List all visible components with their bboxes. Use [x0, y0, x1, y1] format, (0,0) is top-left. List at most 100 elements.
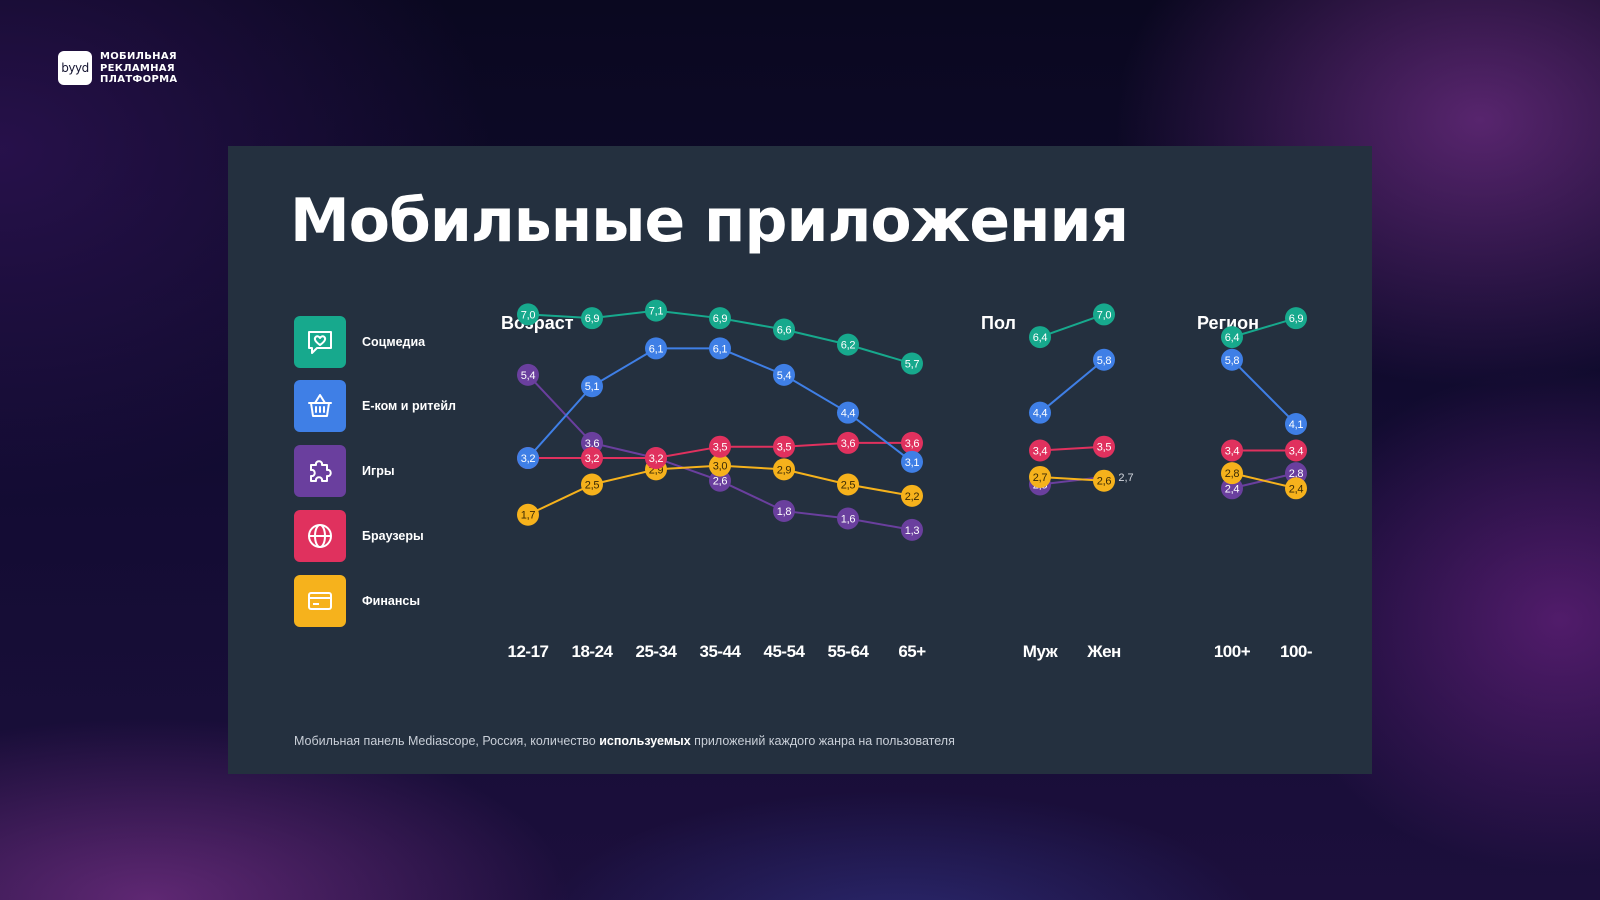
data-point-socmedia: [837, 333, 859, 356]
x-tick-label: 100+: [1214, 642, 1251, 661]
x-tick-label: 100-: [1280, 642, 1312, 661]
data-point-ecom: [1093, 348, 1115, 371]
footnote-text-end: приложений каждого жанра на пользователя: [690, 734, 955, 748]
data-point-finance: [709, 454, 731, 477]
x-tick-label: 35-44: [700, 642, 742, 661]
line-charts: 12-17 18-24 25-34 35-44 45-54 55-64 65+ 5,4 3,6 3…: [508, 299, 1313, 661]
byyd-logo-mark: byyd: [58, 51, 92, 86]
data-point-finance: [837, 473, 859, 496]
data-point-games: [517, 363, 539, 386]
data-label-finance: 2,7: [1033, 472, 1048, 484]
data-label-finance: 2,4: [1289, 483, 1304, 495]
data-label-browsers: 3,4: [1033, 445, 1048, 457]
data-label-socmedia: 6,9: [1289, 313, 1304, 325]
legend-label-games: Игры: [362, 464, 395, 478]
data-label-socmedia: 6,4: [1033, 332, 1048, 344]
data-point-games: [901, 518, 923, 541]
legend-item-finance: Финансы: [294, 575, 420, 627]
data-point-ecom: [773, 363, 795, 386]
data-label-ecom: 5,1: [585, 381, 600, 393]
legend-item-ecom: E-ком и ритейл: [294, 380, 456, 432]
data-label-finance: 3,0: [713, 461, 728, 473]
legend-item-games: Игры: [294, 445, 395, 497]
x-tick-label: Жен: [1086, 642, 1121, 661]
data-label-games: 1,3: [905, 525, 920, 537]
series-line-ecom: [1231, 359, 1297, 425]
brand-logo: byyd МОБИЛЬНАЯ РЕКЛАМНАЯ ПЛАТФОРМА: [58, 51, 177, 86]
section-title-region: Регион: [1197, 313, 1259, 333]
data-point-socmedia: [1093, 303, 1115, 326]
data-point-ecom: [709, 337, 731, 360]
data-label-socmedia: 6,9: [585, 313, 600, 325]
data-label-finance: 1,7: [521, 510, 536, 522]
data-label-games: 1,8: [777, 506, 792, 518]
slide-title: Мобильные приложения: [290, 186, 1129, 256]
data-label-ecom: 3,2: [521, 453, 536, 465]
brand-tagline: МОБИЛЬНАЯ РЕКЛАМНАЯ ПЛАТФОРМА: [100, 51, 177, 86]
data-label-finance: 2,5: [585, 480, 600, 492]
data-point-browsers: [1093, 435, 1115, 458]
data-point-finance: [1221, 462, 1243, 485]
data-label-finance: 2,5: [841, 480, 856, 492]
data-label-socmedia: 6,2: [841, 340, 856, 352]
data-label-finance: 2,8: [1225, 468, 1240, 480]
data-point-games: [581, 431, 603, 454]
data-point-ecom: [517, 447, 539, 470]
x-tick-label: 12-17: [508, 642, 549, 661]
data-point-socmedia: [1221, 326, 1243, 349]
brand-line-3: ПЛАТФОРМА: [100, 74, 178, 85]
data-label-socmedia: 7,0: [521, 309, 536, 321]
data-label-socmedia: 7,1: [649, 306, 664, 318]
data-point-socmedia: [773, 318, 795, 341]
data-label-browsers: 3,6: [905, 438, 920, 450]
data-label-socmedia: 5,7: [905, 359, 920, 371]
data-label-browsers: 3,5: [713, 442, 728, 454]
data-point-browsers: [645, 447, 667, 470]
data-point-games: [1285, 462, 1307, 485]
data-point-browsers: [1029, 439, 1051, 462]
series-line-socmedia: [1039, 313, 1105, 339]
data-label-browsers: 3,2: [585, 453, 600, 465]
source-footnote: Мобильная панель Mediascope, Россия, кол…: [294, 734, 955, 748]
data-label-finance: 2,9: [777, 464, 792, 476]
data-label-games: 2,6: [713, 476, 728, 488]
brand-line-1: МОБИЛЬНАЯ: [100, 51, 177, 62]
data-point-socmedia: [1029, 326, 1051, 349]
data-point-games: [773, 499, 795, 522]
data-point-socmedia: [581, 307, 603, 330]
data-point-finance: [773, 458, 795, 481]
footnote-text: Мобильная панель Mediascope, Россия, кол…: [294, 734, 600, 748]
data-label-ecom: 6,1: [649, 343, 664, 355]
data-point-socmedia: [1285, 307, 1307, 330]
series-line-ecom: [1039, 358, 1105, 414]
data-point-ecom: [1221, 348, 1243, 371]
data-label-socmedia: 6,4: [1225, 332, 1240, 344]
data-point-ecom: [581, 375, 603, 398]
data-point-socmedia: [901, 352, 923, 375]
x-tick-label: 25-34: [636, 642, 678, 661]
legend-label-socmedia: Соцмедиа: [362, 335, 426, 349]
data-label-finance: 2,6: [1097, 476, 1112, 488]
data-label-socmedia: 6,6: [777, 325, 792, 337]
basket-icon: [294, 380, 346, 432]
data-point-ecom: [1285, 413, 1307, 436]
data-point-browsers: [1285, 439, 1307, 462]
data-point-browsers: [1221, 439, 1243, 462]
data-point-browsers: [837, 431, 859, 454]
data-point-finance: [517, 503, 539, 526]
data-label-ecom: 4,4: [1033, 408, 1048, 420]
data-label-games: 2,4: [1225, 483, 1240, 495]
x-tick-label: Муж: [1023, 642, 1059, 661]
data-point-browsers: [709, 435, 731, 458]
x-tick-label: 65+: [898, 642, 926, 661]
data-point-finance: [1029, 465, 1051, 488]
data-label-ecom: 6,1: [713, 343, 728, 355]
data-point-ecom: [1029, 401, 1051, 424]
data-label-browsers: 3,5: [1097, 442, 1112, 454]
slide-panel: Мобильные приложения Соцмедиа E-ком и р: [228, 146, 1372, 774]
x-tick-label: 55-64: [828, 642, 870, 661]
series-line-socmedia: [1231, 317, 1297, 339]
data-point-socmedia: [645, 299, 667, 322]
x-tick-label: 18-24: [572, 642, 614, 661]
data-label-ecom: 5,4: [777, 370, 792, 382]
